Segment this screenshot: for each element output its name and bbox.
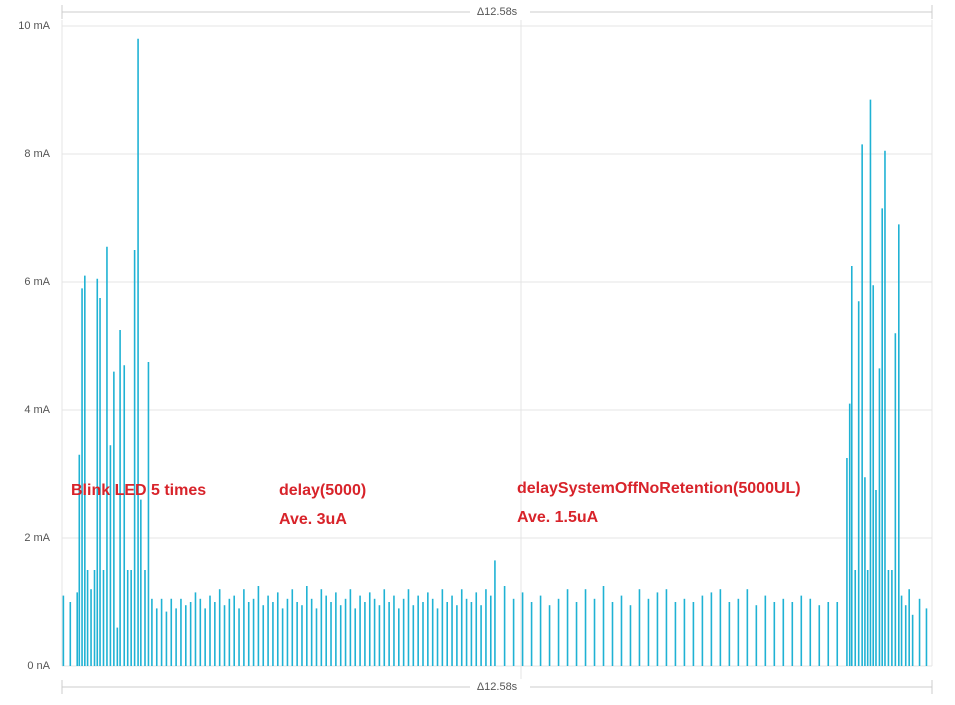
annotation: delay(5000) xyxy=(279,482,366,499)
annotation: Ave. 1.5uA xyxy=(517,509,599,526)
y-tick-label: 2 mA xyxy=(24,532,50,544)
span-label: Δ12.58s xyxy=(477,681,518,693)
y-tick-label: 0 nA xyxy=(27,660,50,672)
annotation: delaySystemOffNoRetention(5000UL) xyxy=(517,480,801,497)
span-label: Δ12.58s xyxy=(477,6,518,18)
label-bg xyxy=(470,4,530,20)
label-bg xyxy=(470,679,530,695)
annotation: Ave. 3uA xyxy=(279,511,347,528)
span-bracket xyxy=(61,5,933,694)
y-tick-label: 8 mA xyxy=(24,148,50,160)
annotation: Blink LED 5 times xyxy=(71,482,206,499)
plot: 0 nA 2 mA 4 mA 6 mA 8 mA 10 mA xyxy=(18,20,933,672)
y-tick-label: 4 mA xyxy=(24,404,50,416)
y-tick-label: 10 mA xyxy=(18,20,50,32)
y-tick-label: 6 mA xyxy=(24,276,50,288)
